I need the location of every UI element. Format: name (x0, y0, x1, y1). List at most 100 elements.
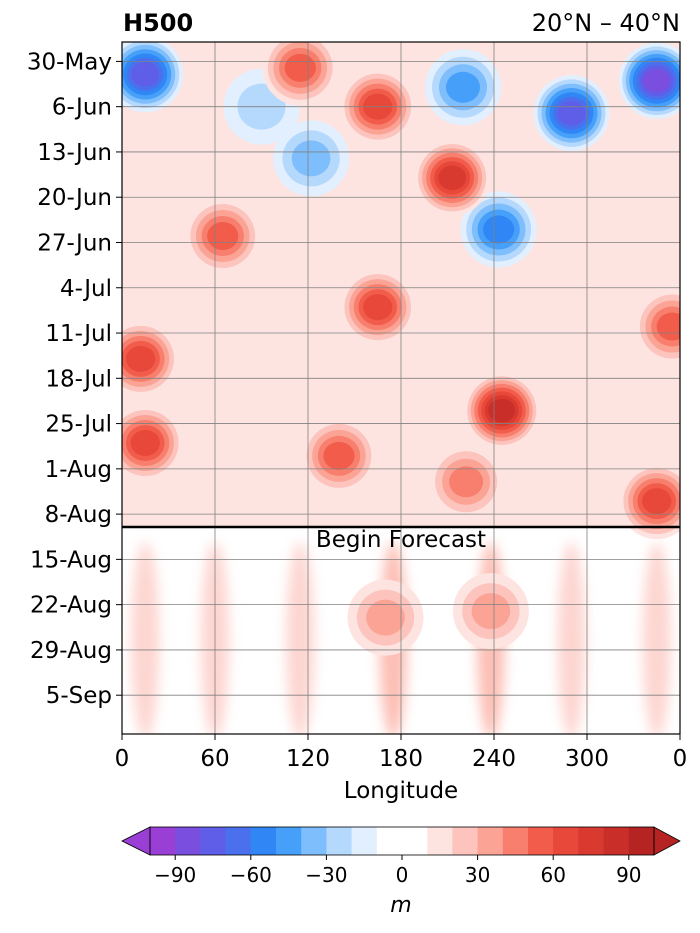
anomaly-feature (273, 120, 350, 197)
x-axis-label: Longitude (344, 778, 458, 804)
anomaly-contour (131, 62, 160, 87)
anomaly-contour (366, 599, 405, 636)
colorbar-segment (175, 827, 201, 855)
x-tick-label: 60 (200, 746, 229, 772)
colorbar-segment (427, 827, 453, 855)
colorbar-segment (225, 827, 252, 855)
forecast-streak (642, 542, 671, 734)
forecast-streak (286, 542, 315, 734)
anomaly-contour (643, 69, 671, 93)
anomaly-feature (618, 42, 680, 119)
anomaly-contour (471, 593, 511, 630)
anomaly-feature (463, 372, 540, 449)
chart-title-left: H500 (123, 9, 193, 37)
y-tick-label: 25-Jul (45, 412, 112, 438)
colorbar-segment (351, 827, 378, 855)
anomaly-contour (446, 71, 480, 103)
y-tick-label: 22-Aug (30, 593, 112, 619)
colorbar-segment (326, 827, 353, 855)
colorbar-segment (301, 827, 327, 855)
y-tick-label: 13-Jun (37, 140, 112, 166)
anomaly-feature (634, 288, 680, 365)
anomaly-feature (122, 42, 184, 113)
anomaly-contour (483, 215, 515, 244)
anomaly-contour (284, 53, 316, 82)
forecast-streak (557, 542, 586, 734)
colorbar-label: m (390, 893, 411, 918)
y-tick-label: 11-Jul (45, 321, 112, 347)
colorbar-segment (603, 827, 630, 855)
anomaly-features (122, 42, 680, 656)
anomaly-contour (488, 398, 516, 423)
anomaly-feature (533, 75, 610, 152)
colorbar-segment (477, 827, 504, 855)
y-tick-label: 27-Jun (37, 230, 112, 256)
y-tick-label: 5-Sep (46, 683, 112, 709)
colorbar-segment (553, 827, 579, 855)
y-tick-label: 8-Aug (45, 502, 112, 528)
anomaly-feature (428, 443, 505, 520)
plot-area (122, 42, 680, 734)
anomaly-contour (130, 429, 160, 456)
colorbar-tick-label: 30 (465, 863, 490, 887)
anomaly-feature (184, 198, 261, 275)
forecast-streak (131, 542, 160, 734)
forecast-label: Begin Forecast (316, 527, 486, 553)
x-tick-label: 300 (565, 746, 609, 772)
colorbar-extend-max (653, 826, 681, 856)
colorbar-segment (452, 827, 479, 855)
anomaly-contour (449, 466, 484, 498)
anomaly-contour (557, 100, 586, 126)
anomaly-contour (207, 222, 239, 251)
anomaly-contour (323, 441, 355, 470)
anomaly-contour (363, 294, 393, 321)
anomaly-feature (301, 417, 377, 494)
anomaly-feature (618, 463, 680, 540)
colorbar-tick-label: −60 (230, 863, 272, 887)
colorbar-tick-label: 60 (540, 863, 565, 887)
colorbar-segment (150, 827, 176, 855)
chart-title-right: 20°N – 40°N (532, 9, 680, 37)
colorbar-tick-label: 0 (396, 863, 409, 887)
anomaly-feature (452, 573, 529, 650)
x-tick-label: 0 (115, 746, 130, 772)
x-tick-label: 240 (472, 746, 516, 772)
colorbar-segment (528, 827, 554, 855)
colorbar-segment (200, 827, 227, 855)
anomaly-feature (414, 139, 491, 216)
anomaly-feature (339, 269, 416, 346)
y-tick-label: 30-May (27, 49, 112, 75)
colorbar: −90 −60 −30 0 30 60 90 (121, 826, 681, 887)
colorbar-segment (276, 827, 302, 855)
colorbar-tick-label: −90 (154, 863, 196, 887)
anomaly-feature (122, 404, 184, 481)
y-tick-label: 4-Jul (60, 276, 112, 302)
colorbar-segment (578, 827, 605, 855)
anomaly-contour (656, 312, 680, 341)
colorbar-tick-label: 90 (616, 863, 641, 887)
colorbar-segment (502, 827, 529, 855)
y-tick-label: 6-Jun (52, 95, 112, 121)
anomaly-feature (460, 191, 537, 268)
anomaly-feature (262, 42, 339, 106)
colorbar-extend-min (121, 826, 151, 856)
x-tick-label: 0 (673, 746, 688, 772)
anomaly-contour (642, 488, 672, 515)
y-tick-label: 1-Aug (45, 457, 112, 483)
y-axis: 30-May 6-Jun 13-Jun 20-Jun 27-Jun 4-Jul 11-Jul… (27, 49, 122, 709)
x-tick-label: 180 (379, 746, 423, 772)
anomaly-feature (425, 49, 501, 126)
anomaly-contour (438, 165, 467, 191)
anomaly-feature (122, 320, 179, 397)
grid-lines (122, 42, 680, 734)
x-axis: 0 60 120 180 240 300 0 (115, 734, 688, 772)
colorbar-segment (376, 827, 428, 855)
anomaly-contour (291, 140, 331, 177)
colorbar-segment (250, 827, 277, 855)
y-tick-label: 29-Aug (30, 638, 112, 664)
y-tick-label: 15-Aug (30, 547, 112, 573)
colorbar-segment (628, 827, 655, 855)
anomaly-feature (347, 579, 424, 656)
anomaly-contour (125, 345, 156, 372)
